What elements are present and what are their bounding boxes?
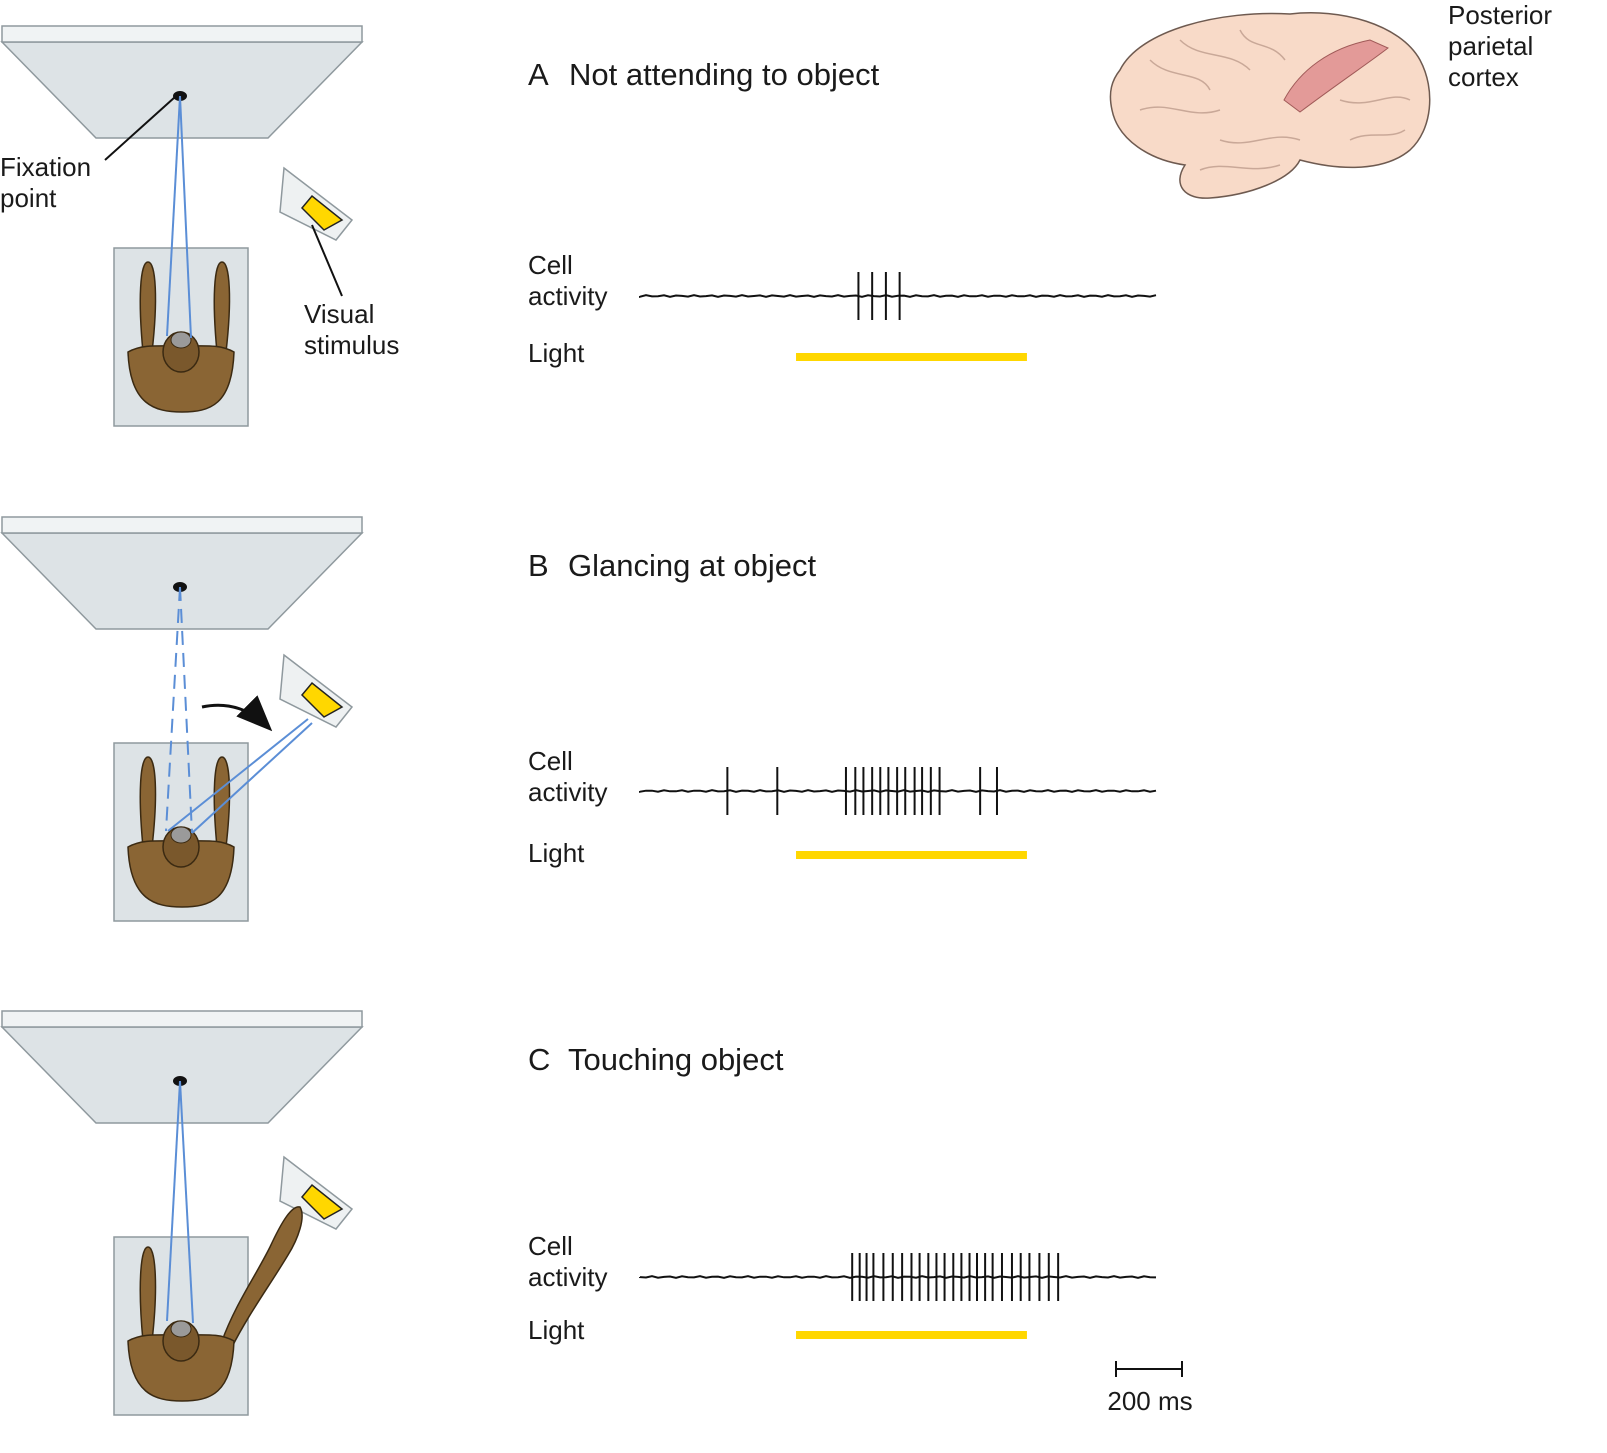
recordings — [639, 272, 1157, 1339]
visual-stimulus-label-2: stimulus — [304, 330, 399, 360]
fixation-label-2: point — [0, 183, 57, 213]
cell-activity-label-c-1: Cell — [528, 1231, 573, 1261]
cell-activity-label-b-2: activity — [528, 777, 607, 807]
panel-c-labels: C Touching object Cell activity Light — [528, 1042, 784, 1345]
cell-activity-trace-c — [639, 1275, 1157, 1279]
light-label-c: Light — [528, 1315, 585, 1345]
light-label-b: Light — [528, 838, 585, 868]
scene-c — [1, 1010, 363, 1416]
scene-b — [1, 516, 363, 922]
cell-activity-label-b-1: Cell — [528, 746, 573, 776]
cell-activity-label-a-1: Cell — [528, 250, 573, 280]
glance-arrow-icon — [201, 695, 273, 732]
brain-label-2: parietal — [1448, 31, 1533, 61]
panel-a-labels: A Not attending to object Cell activity … — [528, 57, 880, 368]
cell-activity-label-c-2: activity — [528, 1262, 607, 1292]
cell-activity-trace-b — [639, 789, 1157, 793]
panel-a-title: Not attending to object — [569, 57, 880, 92]
fixation-label-1: Fixation — [0, 152, 91, 182]
cell-activity-label-a-2: activity — [528, 281, 607, 311]
brain-label-1: Posterior — [1448, 0, 1552, 30]
panel-c-title: Touching object — [568, 1042, 784, 1077]
cell-activity-trace-a — [639, 294, 1157, 298]
scale-bar-label: 200 ms — [1107, 1386, 1192, 1416]
scene-a — [1, 25, 363, 427]
panel-b-letter: B — [528, 548, 549, 583]
scale-bar: 200 ms — [1107, 1361, 1193, 1416]
panel-b-labels: B Glancing at object Cell activity Light — [528, 548, 817, 868]
panel-c-letter: C — [528, 1042, 550, 1077]
visual-stimulus-label-1: Visual — [304, 299, 374, 329]
monkey-icon — [127, 1206, 303, 1402]
visual-stimulus-box — [279, 167, 353, 241]
brain-icon — [1109, 12, 1431, 199]
panel-b-title: Glancing at object — [568, 548, 817, 583]
visual-stimulus-box — [279, 654, 353, 728]
panel-a-letter: A — [528, 57, 549, 92]
monkey-icon — [127, 261, 235, 413]
posterior-parietal-region — [1283, 39, 1389, 113]
brain-label-3: cortex — [1448, 62, 1519, 92]
monkey-icon — [127, 756, 235, 908]
light-label-a: Light — [528, 338, 585, 368]
